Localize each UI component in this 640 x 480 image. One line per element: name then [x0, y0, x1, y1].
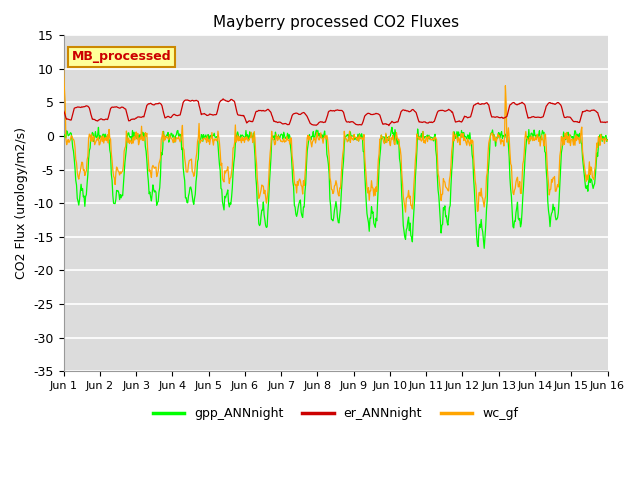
Y-axis label: CO2 Flux (urology/m2/s): CO2 Flux (urology/m2/s): [15, 127, 28, 279]
Title: Mayberry processed CO2 Fluxes: Mayberry processed CO2 Fluxes: [212, 15, 459, 30]
Legend: gpp_ANNnight, er_ANNnight, wc_gf: gpp_ANNnight, er_ANNnight, wc_gf: [148, 402, 523, 425]
Text: MB_processed: MB_processed: [72, 50, 172, 63]
